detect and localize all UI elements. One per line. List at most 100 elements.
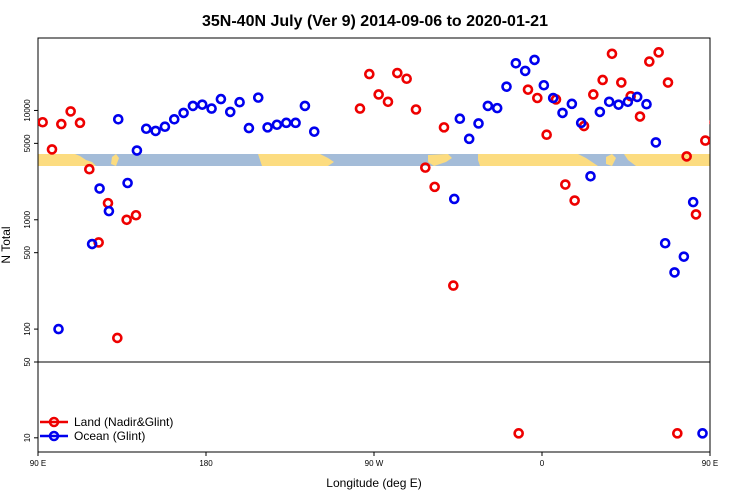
ocean-point [454, 113, 466, 125]
ocean-point [566, 98, 578, 110]
upper-panel-points [38, 47, 710, 344]
map-strip [38, 154, 710, 166]
y-axis-title: N Total [0, 226, 13, 263]
map-land [428, 154, 452, 166]
ocean-point [547, 92, 559, 104]
land-point [700, 135, 710, 146]
land-point [709, 119, 710, 125]
upper-y-axis: 100 500 1000 5000 10000 [23, 99, 38, 336]
x-tick-label: 90 E [30, 459, 46, 468]
land-point [560, 179, 571, 190]
lower-y-axis: 10 50 [23, 357, 38, 442]
land-point [401, 73, 412, 85]
ocean-point [529, 54, 540, 66]
land-point [606, 48, 618, 60]
ocean-point [613, 99, 624, 110]
ocean-point [94, 183, 105, 194]
ocean-point [659, 237, 671, 249]
land-point [392, 67, 403, 79]
ocean-point [86, 238, 98, 250]
chart-title: 35N-40N July (Ver 9) 2014-09-06 to 2020-… [202, 13, 548, 30]
ocean-point [697, 428, 708, 439]
y-tick-label: 50 [23, 357, 32, 366]
ocean-point [641, 98, 652, 110]
y-tick-label: 500 [23, 245, 32, 259]
ocean-point [482, 100, 494, 112]
ocean-point [234, 96, 245, 108]
ocean-point [448, 193, 460, 205]
land-point [448, 280, 459, 291]
x-axis: 90 E 180 90 W 0 90 E [30, 452, 718, 468]
ocean-point [510, 57, 522, 69]
land-point [653, 47, 664, 58]
ocean-point [215, 93, 227, 105]
y-tick-label: 1000 [23, 210, 32, 228]
map-land [624, 154, 710, 166]
land-point [382, 96, 394, 108]
x-tick-label: 90 W [365, 459, 384, 468]
land-point [364, 68, 375, 80]
land-point [644, 56, 655, 67]
legend-ocean-marker [48, 430, 60, 442]
legend: Land (Nadir&Glint) Ocean (Glint) [40, 415, 173, 443]
land-point [513, 428, 524, 439]
map-land [478, 154, 598, 166]
land-point [65, 106, 76, 117]
land-point [429, 181, 440, 193]
land-point [410, 104, 422, 115]
ocean-point [187, 100, 199, 112]
y-tick-label: 5000 [23, 134, 32, 152]
land-point [56, 118, 67, 130]
land-point [522, 84, 534, 95]
ocean-point [168, 113, 180, 125]
ocean-point [280, 117, 292, 129]
ocean-point [585, 170, 596, 182]
land-point [690, 209, 702, 220]
ocean-point [262, 122, 273, 133]
ocean-point [491, 102, 503, 114]
land-point [634, 111, 646, 122]
ocean-point [112, 113, 124, 125]
ocean-point [243, 122, 255, 134]
ocean-point [103, 205, 115, 217]
x-tick-label: 0 [540, 459, 545, 468]
ocean-point [519, 65, 531, 77]
ocean-point [557, 107, 568, 119]
ocean-point [196, 99, 208, 110]
ocean-point [501, 81, 512, 92]
ocean-point [206, 103, 217, 114]
land-point [588, 89, 599, 100]
land-point [616, 77, 627, 88]
land-point [130, 209, 142, 221]
ocean-point [473, 118, 484, 129]
land-point [74, 117, 86, 129]
land-point [541, 129, 552, 141]
x-tick-label: 180 [199, 459, 213, 468]
map-land [258, 154, 334, 166]
land-point [121, 214, 132, 226]
ocean-point [299, 100, 311, 112]
land-point [420, 162, 431, 173]
map-land [38, 154, 96, 166]
land-point [681, 151, 692, 162]
ocean-point [122, 177, 133, 189]
ocean-point [252, 92, 264, 103]
land-point [112, 332, 123, 344]
x-tick-label: 90 E [702, 459, 718, 468]
ocean-point [178, 107, 189, 119]
ocean-point [271, 119, 283, 131]
ocean-point [53, 323, 64, 335]
land-point [569, 195, 580, 206]
ocean-point [631, 91, 643, 103]
map-land [606, 154, 616, 166]
land-point [373, 89, 384, 100]
y-tick-label: 10 [23, 433, 32, 442]
upper-panel-frame [37, 37, 711, 363]
ocean-point [687, 196, 699, 208]
land-point [597, 74, 608, 86]
ocean-point [308, 126, 320, 137]
land-point [46, 144, 58, 155]
land-point [84, 163, 95, 175]
ocean-point [131, 145, 143, 156]
